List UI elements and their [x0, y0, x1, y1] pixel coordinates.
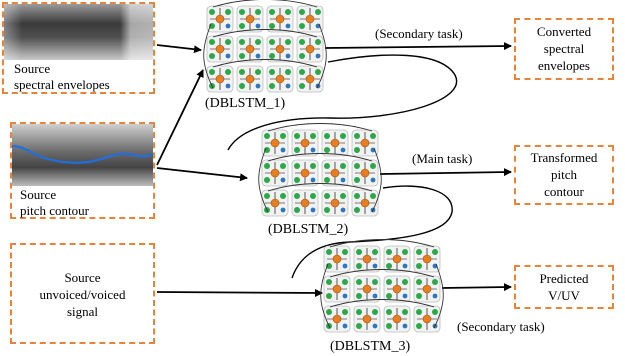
recurrent-link [267, 123, 373, 132]
lstm-cell [296, 35, 324, 63]
recurrent-link [433, 263, 444, 329]
recurrent-link [267, 183, 373, 192]
lstm-cell [323, 245, 351, 273]
recurrent-link [329, 239, 435, 248]
network-label-2: (DBLSTM_2) [268, 222, 349, 237]
lstm-cell [206, 5, 234, 33]
input-spectral-line2: spectral envelopes [14, 77, 110, 92]
input-box-uv: Source unvoiced/voiced signal [10, 243, 155, 344]
lstm-cell [351, 189, 379, 217]
recurrent-link [329, 269, 435, 278]
lstm-cell [261, 189, 289, 217]
dblstm-network-3 [320, 239, 444, 333]
lstm-cell [353, 305, 381, 333]
output-spectral-line1: Converted [536, 24, 592, 39]
dblstm-network-2 [258, 123, 382, 217]
recurrent-link [267, 153, 373, 162]
pitch-spectrogram-image [12, 124, 153, 186]
lstm-cell [291, 159, 319, 187]
lstm-cell [413, 275, 441, 303]
output-box-uv: Predicted V/UV [514, 265, 614, 309]
lstm-cell [206, 65, 234, 93]
lstm-cell [353, 275, 381, 303]
lstm-cell [383, 245, 411, 273]
input-uv-line2: unvoiced/voiced [39, 287, 126, 302]
output-box-pitch: Transformed pitch contour [514, 145, 614, 205]
lstm-cell [413, 245, 441, 273]
lstm-cell [266, 35, 294, 63]
connector-net1-to-net2 [227, 54, 458, 151]
output-pitch-line2: pitch [551, 167, 577, 182]
arrow-pitch-to-net1 [156, 69, 204, 166]
lstm-cell [266, 5, 294, 33]
output-pitch-line1: Transformed [530, 150, 598, 165]
lstm-cell [291, 129, 319, 157]
lstm-cell [323, 275, 351, 303]
recurrent-link [212, 0, 318, 8]
input-uv-line3: signal [66, 304, 99, 319]
task-label-secondary-3: (Secondary task) [457, 319, 545, 334]
input-box-spectral: Source spectral envelopes [2, 2, 155, 94]
arrow-pitch-to-net2 [156, 167, 248, 182]
output-spectral-line3: envelopes [538, 58, 590, 73]
lstm-cell [236, 35, 264, 63]
spectrogram-image [4, 4, 153, 60]
recurrent-link [212, 29, 318, 38]
lstm-cell [236, 5, 264, 33]
lstm-cell [383, 305, 411, 333]
arrow-spectral-to-net1 [156, 44, 202, 54]
network-label-3: (DBLSTM_3) [330, 339, 411, 354]
lstm-cell [236, 65, 264, 93]
lstm-cell [321, 129, 349, 157]
recurrent-link [371, 147, 382, 213]
lstm-cell [261, 159, 289, 187]
lstm-cell [261, 129, 289, 157]
task-label-secondary-1: (Secondary task) [375, 26, 463, 41]
lstm-cell [351, 129, 379, 157]
output-spectral-line2: spectral [543, 41, 585, 56]
lstm-cell [296, 5, 324, 33]
input-uv-line1: Source [64, 270, 101, 285]
output-pitch-line3: contour [544, 184, 584, 199]
input-box-pitch: Source pitch contour [10, 122, 155, 219]
lstm-cell [206, 35, 234, 63]
arrow-net2-to-output [379, 168, 512, 177]
lstm-cell [351, 159, 379, 187]
lstm-cell [321, 189, 349, 217]
recurrent-link [329, 299, 435, 308]
network-label-1: (DBLSTM_1) [205, 96, 286, 111]
recurrent-link [258, 147, 269, 213]
input-spectral-line1: Source [14, 61, 51, 76]
arrow-uv-to-net3 [156, 288, 323, 297]
recurrent-link [320, 263, 331, 329]
output-uv-line2: V/UV [548, 288, 580, 303]
dblstm-network-1 [203, 0, 327, 93]
lstm-cell [266, 65, 294, 93]
lstm-cell [296, 65, 324, 93]
recurrent-link [212, 59, 318, 68]
input-pitch-line1: Source [20, 187, 57, 202]
lstm-cell [321, 159, 349, 187]
output-uv-line1: Predicted [539, 271, 589, 286]
connector-net2-to-net3 [291, 185, 453, 279]
lstm-cell [323, 305, 351, 333]
lstm-cell [383, 275, 411, 303]
lstm-cell [413, 305, 441, 333]
lstm-cell [291, 189, 319, 217]
input-pitch-line2: pitch contour [20, 203, 89, 218]
task-label-main: (Main task) [412, 151, 473, 166]
arrow-net1-to-output [324, 42, 512, 51]
pitch-curve [12, 144, 153, 164]
recurrent-link [316, 23, 327, 89]
arrow-net3-to-output [441, 283, 512, 292]
output-box-spectral: Converted spectral envelopes [514, 18, 614, 80]
lstm-cell [353, 245, 381, 273]
recurrent-link [203, 23, 214, 89]
